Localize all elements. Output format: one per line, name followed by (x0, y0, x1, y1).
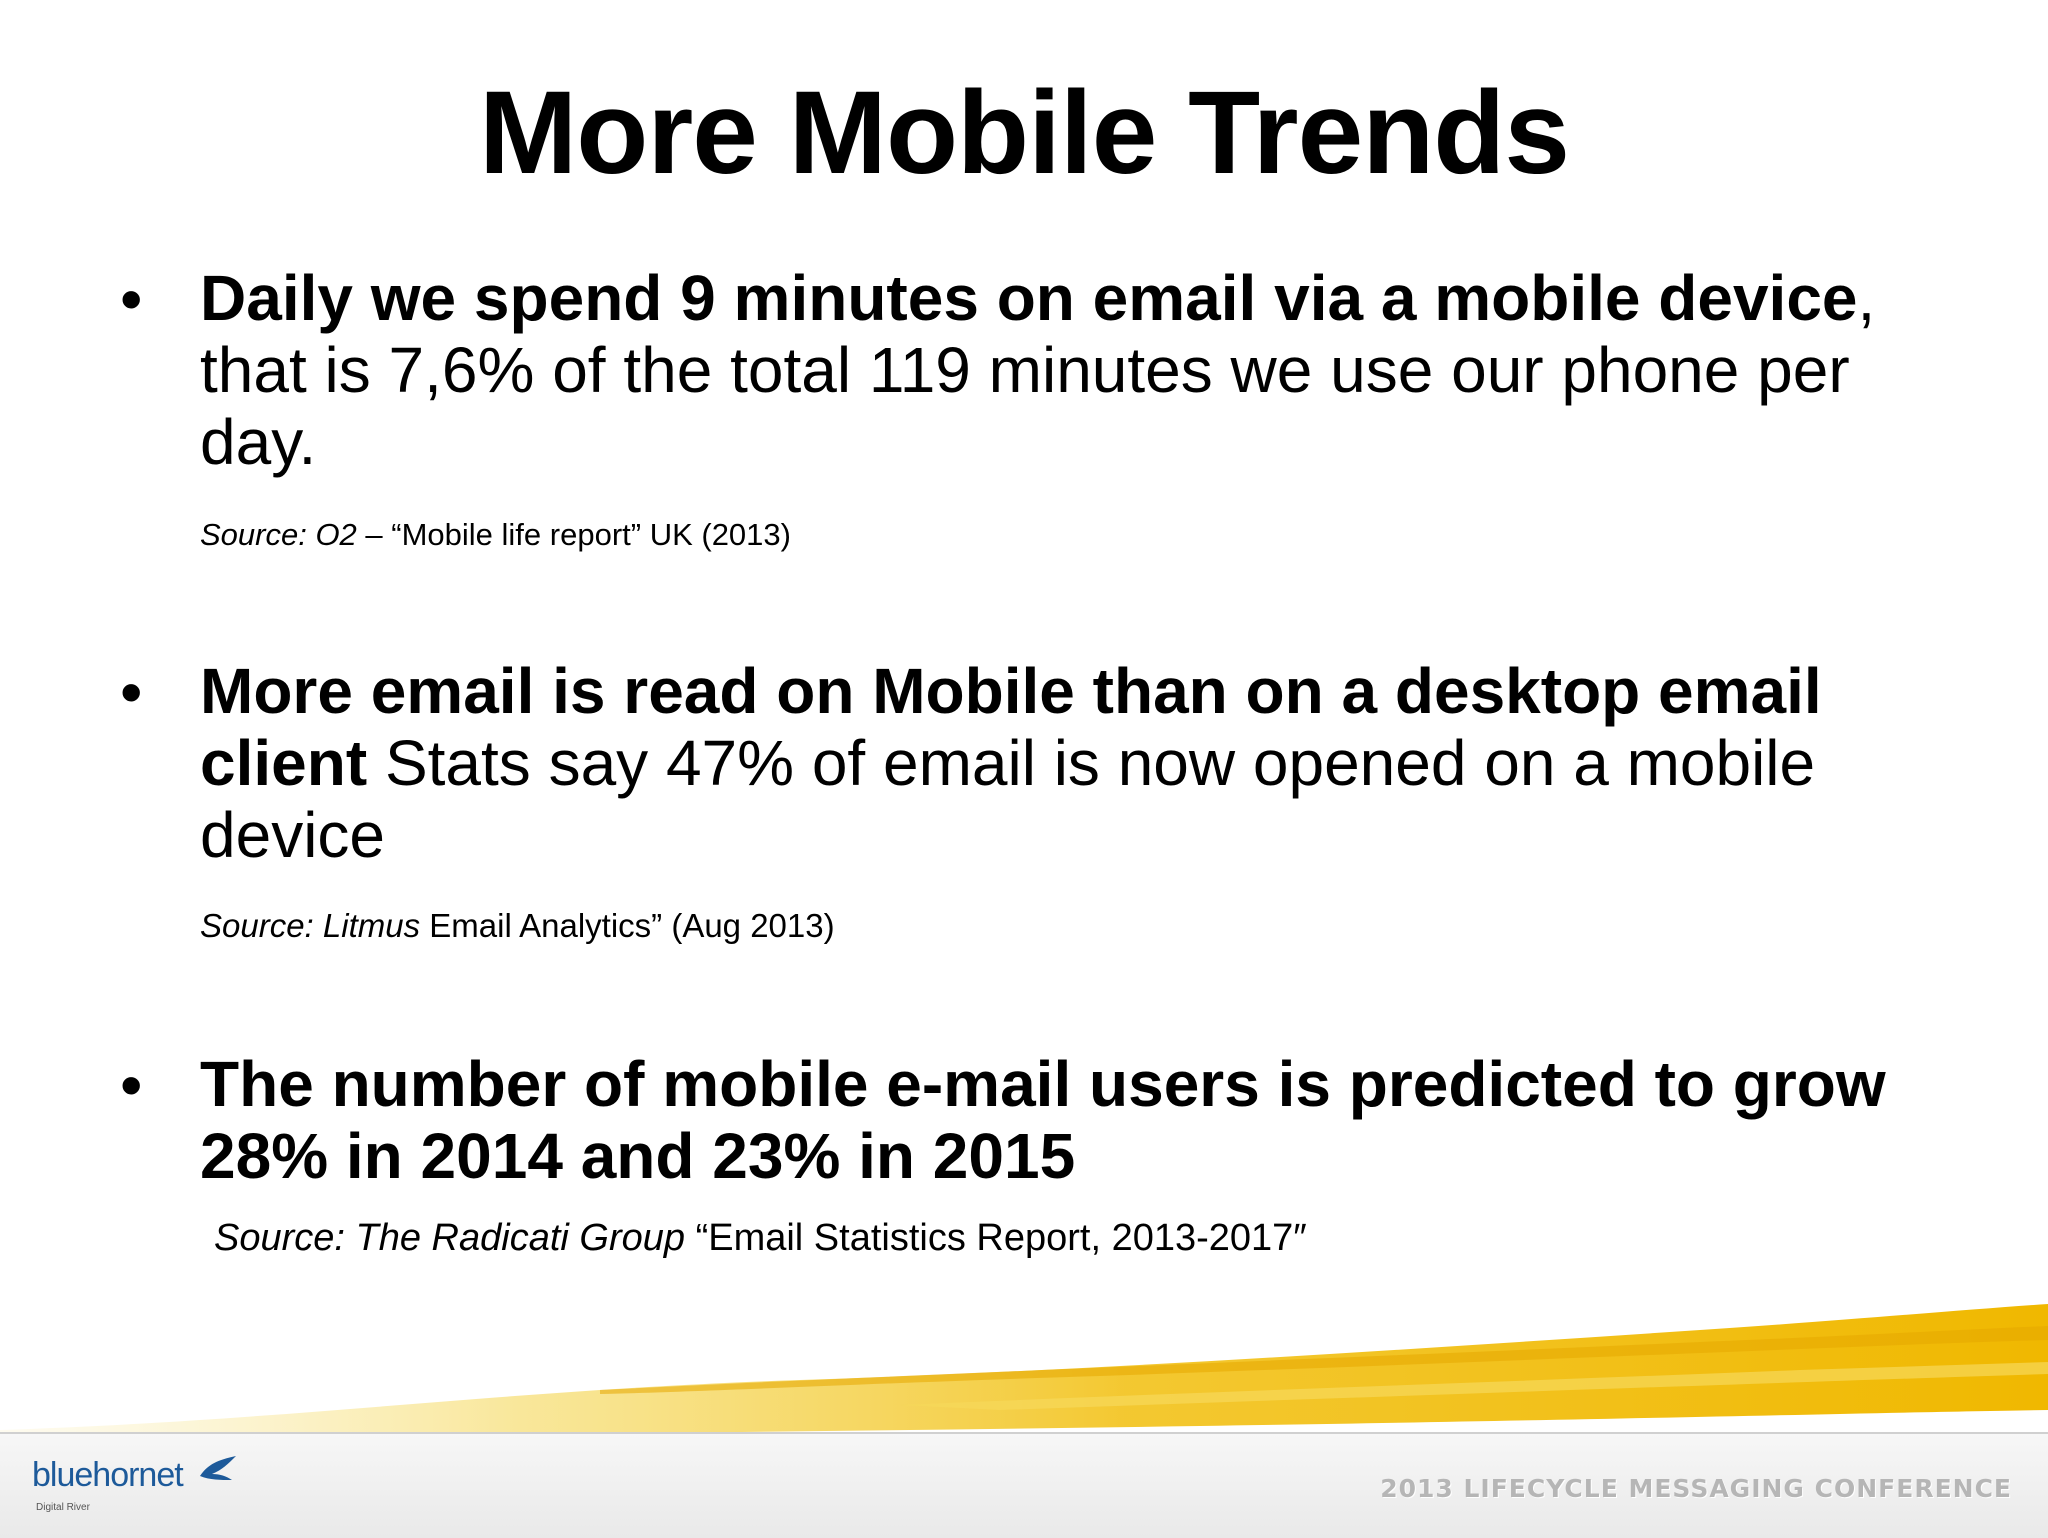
conference-label: 2013 LIFECYCLE MESSAGING CONFERENCE (1380, 1474, 2012, 1503)
source-detail: “Email Statistics Report, 2013-2017″ (685, 1217, 1307, 1259)
slide-title: More Mobile Trends (478, 67, 1570, 199)
source-detail: – “Mobile life report” UK (2013) (356, 517, 791, 552)
source-detail: Email Analytics” (Aug 2013) (420, 907, 835, 944)
hornet-bird-icon (200, 1456, 236, 1480)
bullet-plain-text: Stats say 47% of email is now opened on … (200, 727, 1816, 871)
bullet-plain-text: , that is 7,6% of the total 119 minutes … (200, 262, 1876, 478)
logo-subtext: Digital River (36, 1502, 90, 1513)
bullet-text: Daily we spend 9 minutes on email via a … (200, 262, 1960, 478)
bullet-bold-text: More email is read on Mobile than on a d… (200, 655, 1822, 799)
source-label: Source: The Radicati Group (214, 1217, 686, 1259)
bluehornet-logo: bluehornet Digital River (32, 1456, 236, 1526)
source-label: Source: Litmus (200, 907, 421, 944)
bullet-marker: • (120, 263, 143, 335)
bullet-marker: • (120, 656, 143, 728)
source-label: Source: O2 (200, 517, 357, 552)
bullet-text: More email is read on Mobile than on a d… (200, 655, 1960, 871)
bullet-marker: • (120, 1049, 143, 1121)
yellow-brush-stroke (0, 1304, 2048, 1438)
bullet-text: The number of mobile e-mail users is pre… (200, 1048, 1960, 1192)
bullet-bold-text: Daily we spend 9 minutes on email via a … (200, 262, 1858, 334)
footer-bar: bluehornet Digital River 2013 LIFECYCLE … (0, 1432, 2048, 1538)
source-citation: Source: Litmus Email Analytics” (Aug 201… (200, 906, 835, 946)
bullet-bold-text: The number of mobile e-mail users is pre… (200, 1048, 1886, 1192)
logo-wordmark: bluehornet (32, 1456, 184, 1494)
source-citation: Source: O2 – “Mobile life report” UK (20… (200, 515, 791, 555)
source-citation: Source: The Radicati Group “Email Statis… (214, 1216, 1307, 1260)
